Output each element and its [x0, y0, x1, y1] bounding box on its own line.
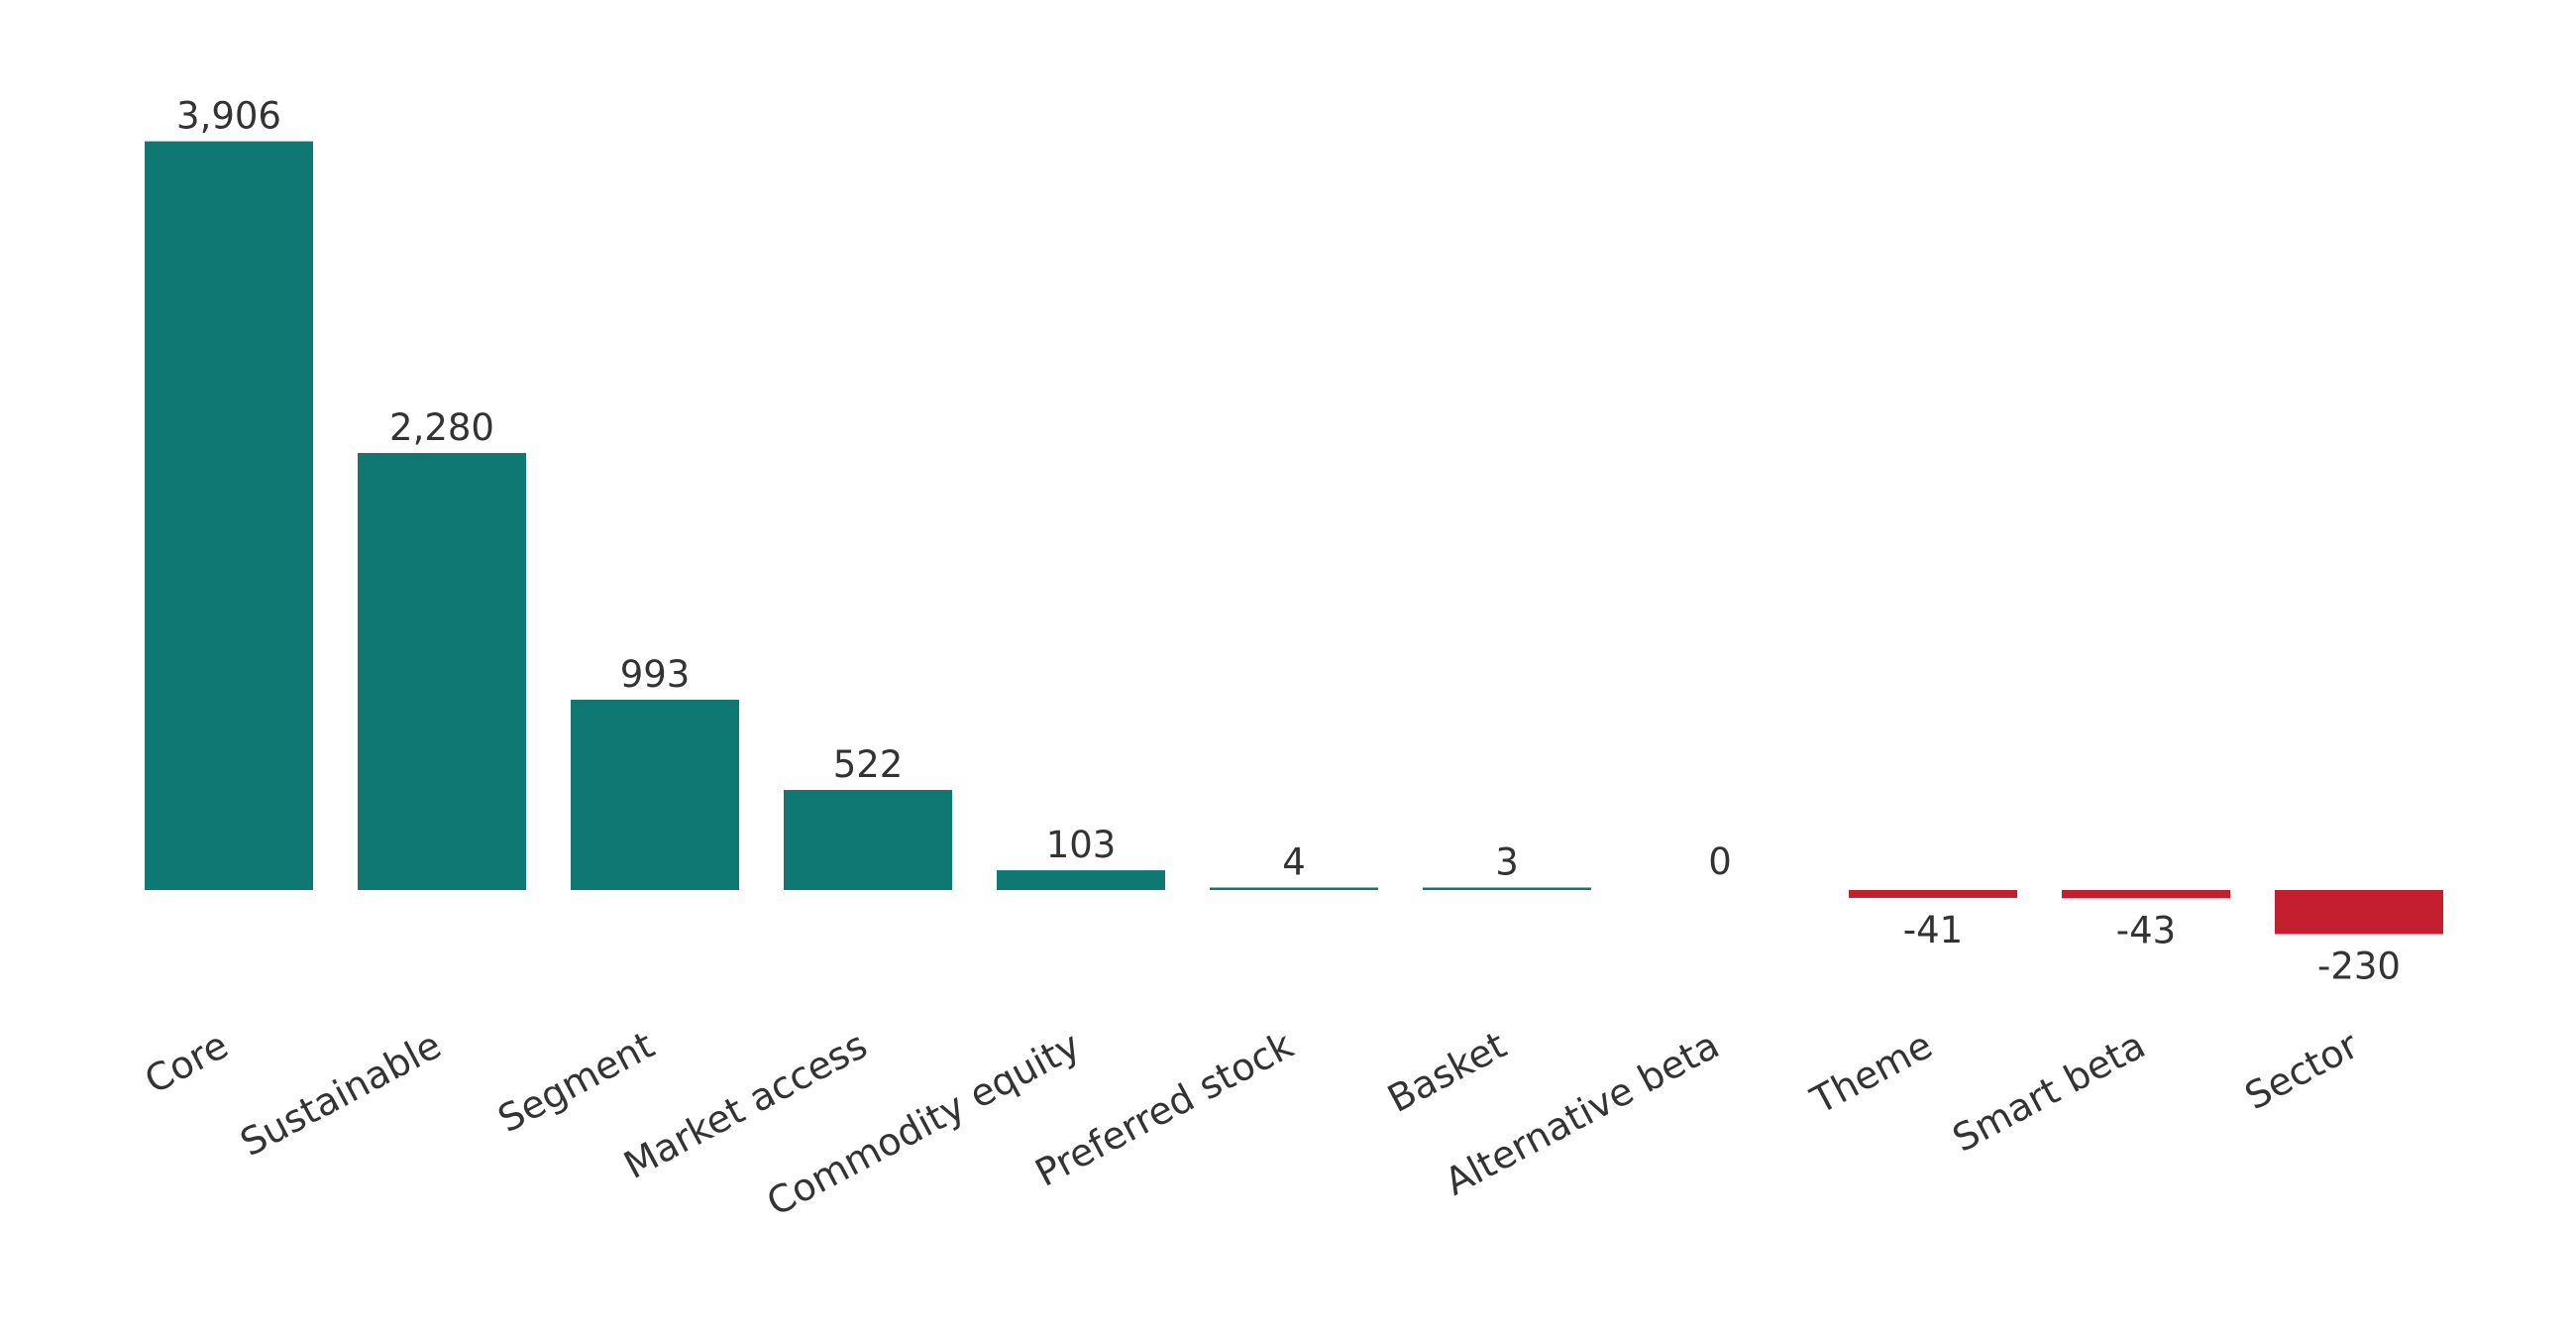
value-label-theme: -41 [1903, 909, 1963, 951]
value-label-sector: -230 [2317, 945, 2401, 987]
category-label-sector: Sector [2238, 1023, 2366, 1118]
bar-basket [1423, 887, 1591, 890]
value-label-smart-beta: -43 [2116, 909, 2176, 951]
category-label-theme: Theme [1803, 1023, 1939, 1123]
bar-segment [571, 699, 739, 890]
bar-core [145, 141, 313, 891]
bar-market-access [784, 790, 952, 890]
bar-commodity-equity [997, 870, 1165, 890]
category-label-sustainable: Sustainable [233, 1023, 448, 1165]
bars-layer [145, 141, 2443, 935]
value-label-basket: 3 [1495, 841, 1519, 884]
bar-smart-beta [2062, 890, 2230, 899]
bar-theme [1849, 890, 2017, 898]
value-label-commodity-equity: 103 [1046, 824, 1117, 866]
value-label-alternative-beta: 0 [1708, 840, 1732, 883]
value-label-preferred-stock: 4 [1282, 841, 1306, 884]
value-labels-layer: 3,906 2,280 993 522 103 4 3 0 -41 -43 -230 [176, 95, 2401, 988]
category-label-basket: Basket [1380, 1023, 1513, 1121]
category-label-smart-beta: Smart beta [1946, 1023, 2152, 1161]
bar-sustainable [358, 453, 526, 890]
value-label-sustainable: 2,280 [389, 406, 494, 449]
bar-preferred-stock [1210, 887, 1378, 890]
category-label-segment: Segment [491, 1023, 662, 1141]
value-label-core: 3,906 [176, 95, 281, 138]
category-label-core: Core [138, 1023, 235, 1102]
bar-sector [2275, 890, 2443, 935]
value-label-segment: 993 [620, 653, 691, 696]
value-label-market-access: 522 [833, 743, 904, 786]
